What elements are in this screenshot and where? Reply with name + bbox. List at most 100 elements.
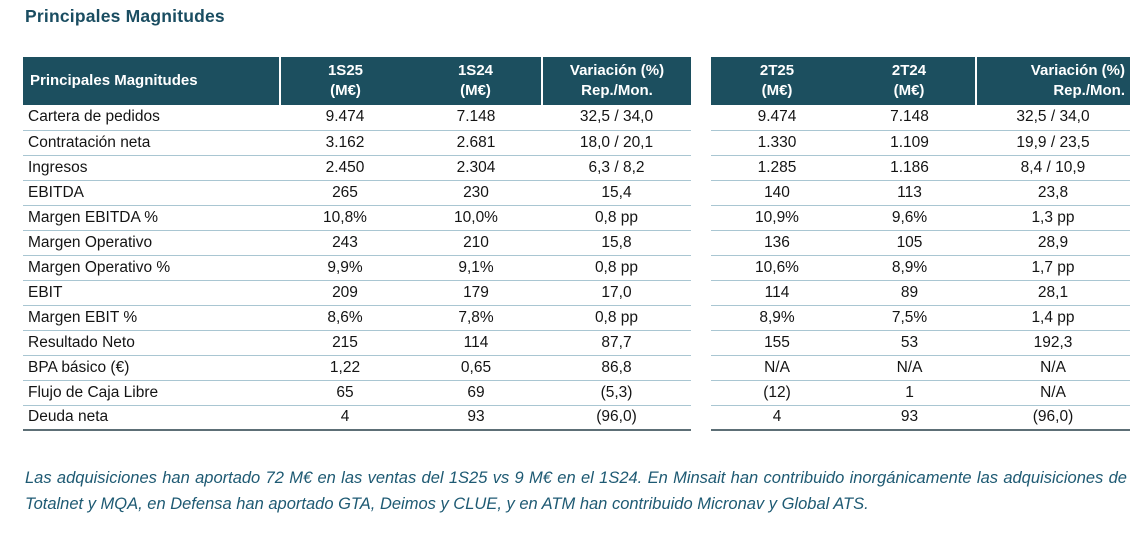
table-row: 155 53 192,3 — [711, 330, 1130, 356]
row-value: 105 — [843, 230, 976, 256]
row-value: (96,0) — [542, 405, 691, 431]
row-value: 1,22 — [280, 355, 410, 381]
row-value: 179 — [410, 280, 542, 306]
row-value: 1,4 pp — [976, 305, 1130, 331]
table-row: Cartera de pedidos 9.474 7.148 32,5 / 34,0 — [23, 105, 691, 131]
row-value: 2.450 — [280, 155, 410, 181]
row-value: 10,8% — [280, 205, 410, 231]
header-unit: (M€) — [330, 82, 361, 99]
row-value: 10,9% — [711, 205, 843, 231]
row-value: 9,6% — [843, 205, 976, 231]
row-value: 1,3 pp — [976, 205, 1130, 231]
row-value: 1.109 — [843, 130, 976, 156]
row-value: 230 — [410, 180, 542, 206]
table-row: 8,9% 7,5% 1,4 pp — [711, 305, 1130, 331]
row-value: 265 — [280, 180, 410, 206]
table-row: Margen EBITDA % 10,8% 10,0% 0,8 pp — [23, 205, 691, 231]
row-value: 113 — [843, 180, 976, 206]
row-value: 9,9% — [280, 255, 410, 281]
row-value: 243 — [280, 230, 410, 256]
row-label: EBIT — [23, 280, 280, 306]
row-value: 19,9 / 23,5 — [976, 130, 1130, 156]
row-value: 6,3 / 8,2 — [542, 155, 691, 181]
row-value: 1.330 — [711, 130, 843, 156]
header-period: 2T24 — [891, 61, 927, 79]
row-value: 1.186 — [843, 155, 976, 181]
header-period: 1S25 — [327, 61, 364, 79]
row-value: 32,5 / 34,0 — [976, 105, 1130, 131]
row-value: 0,8 pp — [542, 205, 691, 231]
row-label: BPA básico (€) — [23, 355, 280, 381]
row-value: 28,1 — [976, 280, 1130, 306]
row-value: 8,4 / 10,9 — [976, 155, 1130, 181]
row-value: 210 — [410, 230, 542, 256]
row-label: Flujo de Caja Libre — [23, 380, 280, 406]
row-label: Resultado Neto — [23, 330, 280, 356]
quarter-table: 2T25 (M€) 2T24 (M€) Variación (%) Rep./M… — [711, 57, 1130, 431]
table-row: Ingresos 2.450 2.304 6,3 / 8,2 — [23, 155, 691, 181]
row-value: 15,4 — [542, 180, 691, 206]
row-value: 0,8 pp — [542, 255, 691, 281]
row-value: 140 — [711, 180, 843, 206]
row-value: 114 — [410, 330, 542, 356]
row-value: 69 — [410, 380, 542, 406]
footnote: Las adquisiciones han aportado 72 M€ en … — [25, 469, 1127, 513]
table-row: N/A N/A N/A — [711, 355, 1130, 381]
row-value: 2.681 — [410, 130, 542, 156]
semester-table: Principales Magnitudes 1S25 (M€) 1S24 (M… — [23, 57, 691, 431]
row-value: 10,0% — [410, 205, 542, 231]
header-variacion: Variación (%) Rep./Mon. — [541, 57, 691, 105]
quarter-table-header: 2T25 (M€) 2T24 (M€) Variación (%) Rep./M… — [711, 57, 1130, 105]
header-unit: (M€) — [893, 82, 925, 99]
row-value: 17,0 — [542, 280, 691, 306]
row-label: Contratación neta — [23, 130, 280, 156]
row-value: (96,0) — [976, 405, 1130, 431]
row-value: 1.285 — [711, 155, 843, 181]
row-value: 1 — [843, 380, 976, 406]
table-row: 9.474 7.148 32,5 / 34,0 — [711, 105, 1130, 131]
row-value: 114 — [711, 280, 843, 306]
row-value: 87,7 — [542, 330, 691, 356]
row-value: 9,1% — [410, 255, 542, 281]
header-2t24: 2T24 (M€) — [843, 57, 976, 105]
header-row: Principales Magnitudes 1S25 (M€) 1S24 (M… — [23, 57, 691, 105]
header-unit: (M€) — [761, 82, 793, 99]
header-row: 2T25 (M€) 2T24 (M€) Variación (%) Rep./M… — [711, 57, 1130, 105]
row-value: 93 — [410, 405, 542, 431]
row-value: 7.148 — [843, 105, 976, 131]
row-value: N/A — [711, 355, 843, 381]
row-value: 4 — [711, 405, 843, 431]
quarter-table-body: 9.474 7.148 32,5 / 34,0 1.330 1.109 19,9 / 23… — [711, 105, 1130, 431]
row-value: 9.474 — [280, 105, 410, 131]
row-label: Margen EBITDA % — [23, 205, 280, 231]
row-value: 4 — [280, 405, 410, 431]
row-value: 15,8 — [542, 230, 691, 256]
row-value: 1,7 pp — [976, 255, 1130, 281]
row-value: 10,6% — [711, 255, 843, 281]
row-label: Ingresos — [23, 155, 280, 181]
table-row: Contratación neta 3.162 2.681 18,0 / 20,1 — [23, 130, 691, 156]
table-row: Resultado Neto 215 114 87,7 — [23, 330, 691, 356]
row-value: 7,8% — [410, 305, 542, 331]
row-value: 155 — [711, 330, 843, 356]
header-1s24: 1S24 (M€) — [410, 57, 542, 105]
page-title: Principales Magnitudes — [25, 6, 225, 26]
row-label: Margen Operativo % — [23, 255, 280, 281]
row-value: 2.304 — [410, 155, 542, 181]
row-label: EBITDA — [23, 180, 280, 206]
row-value: 8,6% — [280, 305, 410, 331]
row-value: 7.148 — [410, 105, 542, 131]
table-row: Flujo de Caja Libre 65 69 (5,3) — [23, 380, 691, 406]
row-value: 23,8 — [976, 180, 1130, 206]
table-row: 114 89 28,1 — [711, 280, 1130, 306]
row-value: 9.474 — [711, 105, 843, 131]
row-value: 53 — [843, 330, 976, 356]
row-value: N/A — [976, 380, 1130, 406]
header-unit: Rep./Mon. — [1053, 82, 1125, 99]
row-value: 0,65 — [410, 355, 542, 381]
row-value: N/A — [843, 355, 976, 381]
table-row: Margen Operativo 243 210 15,8 — [23, 230, 691, 256]
row-value: 209 — [280, 280, 410, 306]
header-2t25: 2T25 (M€) — [711, 57, 843, 105]
table-row: BPA básico (€) 1,22 0,65 86,8 — [23, 355, 691, 381]
